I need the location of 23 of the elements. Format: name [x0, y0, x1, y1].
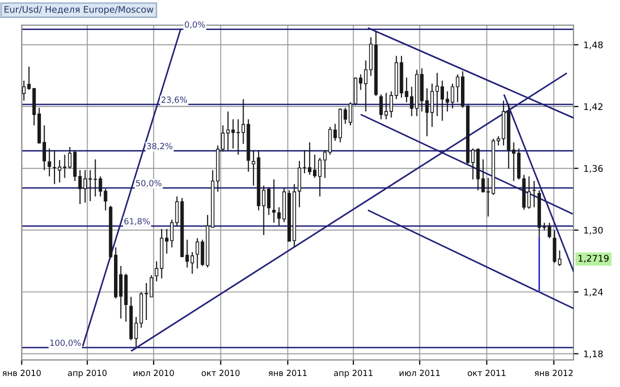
x-tick-label: окт 2011 — [468, 370, 506, 376]
annotation: 1,2719 — [578, 254, 609, 263]
x-tick-label: июл 2010 — [134, 370, 174, 376]
y-tick-label: 1,42 — [584, 103, 602, 112]
annotation: 23,6% — [162, 96, 187, 104]
annotation: 0,0% — [184, 21, 205, 29]
x-tick-label: янв 2012 — [534, 370, 573, 376]
x-tick-label: апр 2010 — [68, 370, 107, 378]
x-tick-label: июл 2011 — [400, 370, 440, 376]
annotation: 38,2% — [146, 142, 172, 150]
chart-title: Eur/Usd/ Неделя Europe/Moscow — [4, 6, 154, 15]
x-tick-label: янв 2010 — [2, 370, 41, 376]
y-tick-label: 1,48 — [584, 41, 603, 50]
y-tick-label: 1,30 — [584, 226, 603, 235]
y-tick-label: 1,36 — [584, 165, 603, 173]
annotation: 61,8% — [124, 218, 150, 226]
annotation: 100,0% — [50, 340, 81, 347]
annotation: 50,0% — [136, 180, 162, 188]
x-tick-label: апр 2011 — [334, 370, 372, 378]
x-tick-label: янв 2011 — [268, 370, 307, 376]
x-tick-label: окт 2010 — [202, 370, 240, 376]
y-tick-label: 1,24 — [584, 288, 603, 296]
y-tick-label: 1,18 — [584, 350, 603, 358]
